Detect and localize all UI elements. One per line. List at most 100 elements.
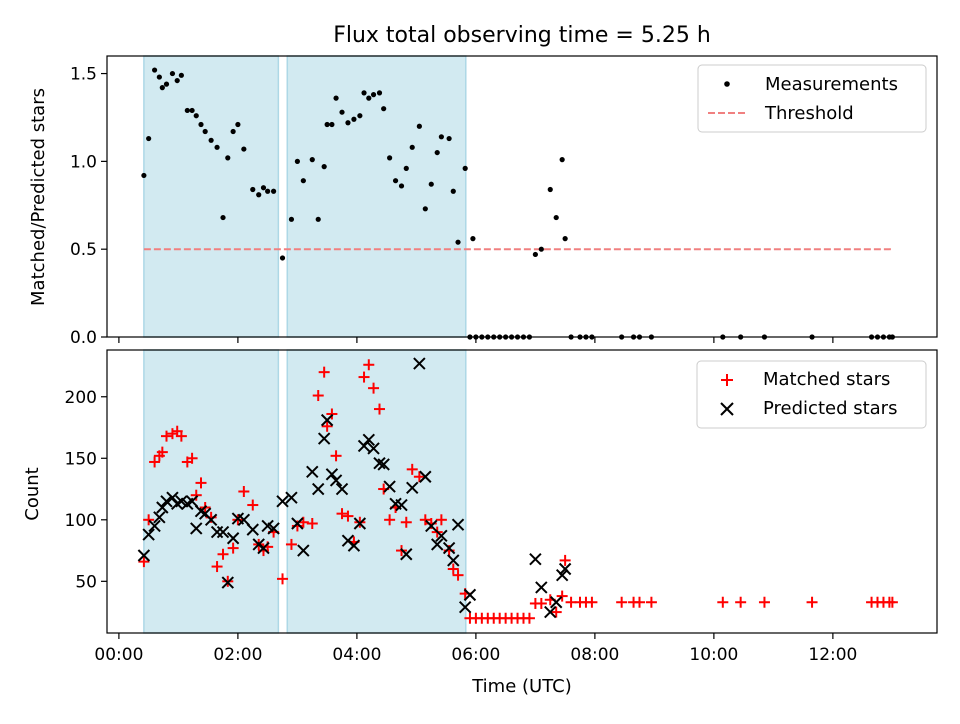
- measurement-point: [309, 157, 315, 163]
- matched-point: [175, 430, 187, 442]
- legend-measurements-marker: [724, 81, 730, 87]
- measurement-point: [559, 157, 565, 163]
- matched-point: [138, 556, 150, 568]
- matched-point: [886, 596, 898, 608]
- matched-point: [166, 428, 178, 440]
- predicted-point: [431, 538, 444, 551]
- x-axis-label: Time (UTC): [471, 676, 572, 697]
- figure-title: Flux total observing time = 5.25 h: [333, 23, 711, 48]
- measurement-point: [163, 81, 170, 87]
- measurement-point: [159, 85, 165, 91]
- measurement-point: [178, 72, 184, 78]
- predicted-point: [367, 442, 380, 455]
- matched-point: [247, 499, 259, 511]
- matched-point: [384, 514, 396, 526]
- measurement-point: [294, 158, 300, 164]
- matched-point: [143, 514, 155, 526]
- measurement-point: [256, 192, 262, 198]
- predicted-point: [306, 465, 319, 479]
- matched-point: [149, 456, 161, 468]
- predicted-point: [325, 468, 339, 481]
- bottom-panel: 00:00 02:00 04:00 06:00 08:00 10:00 12:00 50 100…: [65, 349, 938, 665]
- measurement-point: [416, 123, 422, 129]
- predicted-point: [267, 522, 280, 535]
- predicted-point: [246, 523, 259, 536]
- matched-point: [227, 542, 239, 554]
- measurement-point: [230, 128, 236, 135]
- bottom-y-tick-label: 200: [65, 388, 97, 408]
- predicted-point: [529, 552, 542, 566]
- measurement-point: [184, 107, 190, 114]
- top-y-axis-label: Matched/Predicted stars: [28, 88, 49, 306]
- legend-matched-marker: [721, 374, 733, 386]
- matched-point: [586, 596, 598, 608]
- matched-point: [358, 371, 370, 383]
- predicted-point: [156, 501, 169, 514]
- matched-point: [285, 538, 297, 550]
- predicted-point: [204, 513, 218, 527]
- measurement-point: [446, 135, 452, 142]
- matched-point: [717, 596, 729, 608]
- bottom-observing-interval: [286, 349, 467, 634]
- predicted-point: [550, 596, 563, 609]
- predicted-point: [347, 539, 361, 552]
- matched-point: [447, 563, 459, 575]
- measurement-point: [198, 121, 204, 128]
- top-y-tick-label: 1.5: [70, 65, 97, 85]
- measurement-point: [450, 188, 456, 194]
- measurement-point: [220, 214, 226, 221]
- measurement-point: [398, 183, 405, 189]
- predicted-point: [320, 413, 334, 427]
- matched-point: [195, 477, 207, 489]
- matched-point: [419, 514, 431, 526]
- measurement-point: [265, 188, 271, 194]
- predicted-point: [185, 495, 199, 508]
- measurement-point: [387, 155, 393, 161]
- matched-point: [400, 516, 412, 528]
- matched-point: [312, 390, 324, 402]
- legend-predicted-marker: [720, 402, 734, 416]
- measurement-point: [174, 77, 180, 84]
- bottom-legend: Matched stars Predicted stars: [696, 360, 927, 429]
- bottom-x-tick-label: 12:00: [808, 645, 857, 665]
- matched-point: [190, 489, 202, 501]
- measurement-point: [422, 206, 428, 212]
- bottom-y-tick-label: 50: [75, 572, 97, 592]
- predicted-point: [142, 528, 155, 541]
- measurement-point: [146, 135, 152, 142]
- measurement-point: [538, 246, 544, 252]
- measurement-point: [392, 178, 399, 184]
- measurement-point: [279, 255, 286, 261]
- predicted-point: [160, 495, 173, 508]
- matched-point: [645, 596, 657, 608]
- legend-predicted-label: Predicted stars: [763, 398, 897, 419]
- legend-threshold-label: Threshold: [764, 103, 854, 124]
- matched-point: [363, 359, 375, 371]
- predicted-point: [535, 581, 548, 594]
- bottom-legend-frame: [696, 360, 927, 429]
- predicted-point: [442, 541, 456, 555]
- top-axes-frame: [106, 55, 938, 338]
- predicted-point: [463, 588, 477, 602]
- predicted-point: [353, 517, 367, 530]
- matched-point: [238, 486, 250, 497]
- measurement-point: [260, 185, 267, 191]
- measurement-point: [547, 186, 553, 193]
- predicted-point: [148, 519, 161, 533]
- measurement-point: [532, 251, 538, 258]
- bottom-x-tick-label: 10:00: [689, 645, 738, 665]
- predicted-point: [447, 554, 460, 567]
- measurement-point: [409, 144, 415, 150]
- measurement-point: [225, 155, 231, 161]
- measurement-point: [324, 121, 330, 128]
- measurement-point: [434, 149, 440, 156]
- measurement-point: [270, 188, 277, 194]
- measurement-point: [351, 116, 357, 122]
- bottom-observing-interval: [143, 349, 280, 634]
- matched-point: [374, 403, 386, 415]
- measurement-point: [553, 214, 559, 221]
- predicted-point: [435, 529, 448, 543]
- matched-point: [368, 382, 380, 394]
- measurement-point: [300, 178, 306, 184]
- bottom-y-tick-label: 150: [65, 449, 97, 469]
